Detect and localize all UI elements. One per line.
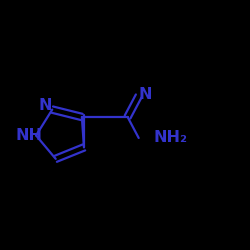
Text: N: N (38, 98, 52, 114)
Text: NH₂: NH₂ (154, 130, 188, 146)
Text: N: N (138, 87, 152, 102)
Text: NH: NH (15, 128, 42, 143)
